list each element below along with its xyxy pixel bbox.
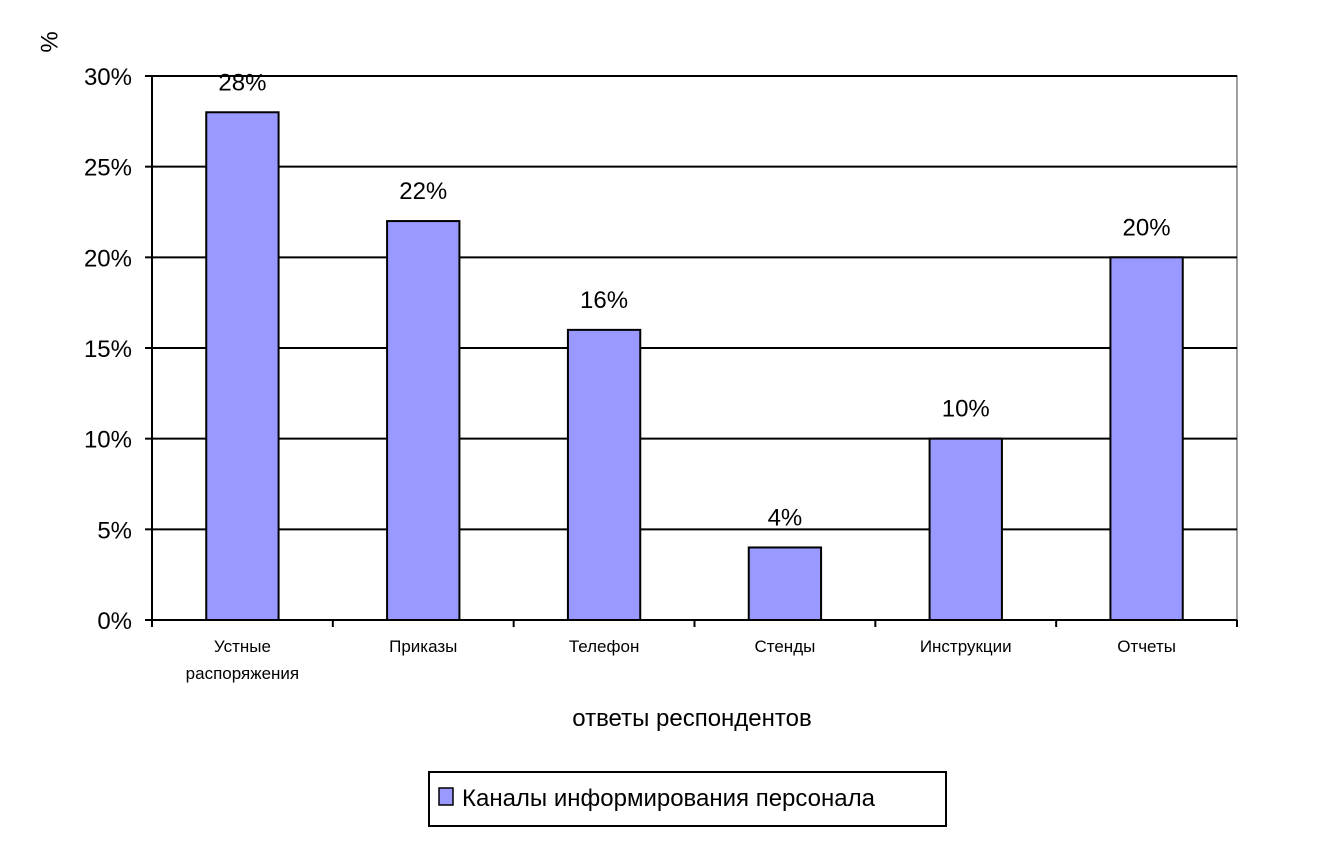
- y-tick-label: 5%: [97, 517, 132, 544]
- data-label: 28%: [218, 69, 266, 96]
- x-tick-label-line: Приказы: [389, 637, 457, 656]
- bar: [386, 220, 461, 621]
- axes: [145, 75, 1238, 627]
- legend-swatch: [438, 787, 454, 806]
- y-tick-label: 20%: [84, 245, 132, 272]
- x-tick-label: Приказы: [389, 637, 457, 656]
- x-tick-label-line: Отчеты: [1117, 637, 1176, 656]
- y-tick-labels: 0% 5% 10% 15% 20% 25% 30%: [84, 64, 132, 635]
- x-tick-label: Отчеты: [1117, 637, 1176, 656]
- y-axis-title: %: [36, 31, 63, 52]
- y-tick-label: 0%: [97, 608, 132, 635]
- x-tick-label-line: Стенды: [754, 637, 815, 656]
- legend-box: [428, 771, 947, 827]
- x-tick-label-line: Инструкции: [920, 637, 1012, 656]
- gridlines: [152, 75, 1237, 531]
- bar: [747, 546, 823, 622]
- y-tick-label: 30%: [84, 64, 132, 91]
- x-axis-title: ответы респондентов: [572, 705, 811, 732]
- x-tick-label: Телефон: [569, 637, 640, 656]
- bar: [205, 111, 280, 622]
- data-label: 20%: [1123, 214, 1171, 241]
- bar: [566, 328, 642, 621]
- bar: [928, 437, 1003, 621]
- x-tick-label: Стенды: [754, 637, 815, 656]
- legend: Каналы информирования персонала: [428, 771, 947, 827]
- y-tick-label: 25%: [84, 155, 132, 182]
- x-tick-label-line: Устные: [214, 637, 271, 656]
- x-tick-label: Инструкции: [920, 637, 1012, 656]
- x-category-labels: Устные распоряжения Приказы Телефон Стенды Ин…: [186, 637, 1176, 683]
- data-label: 10%: [942, 396, 990, 423]
- data-label: 22%: [399, 178, 447, 205]
- bars: [205, 111, 1184, 622]
- bar: [1109, 256, 1184, 621]
- x-tick-label-line: распоряжения: [186, 664, 299, 683]
- x-tick-label-line: Телефон: [569, 637, 640, 656]
- data-labels: 28% 22% 16% 4% 10% 20%: [218, 69, 1170, 531]
- data-label: 4%: [768, 504, 803, 531]
- legend-label: Каналы информирования персонала: [462, 785, 876, 812]
- data-label: 16%: [580, 287, 628, 314]
- y-tick-label: 15%: [84, 336, 132, 363]
- x-tick-label: Устные распоряжения: [186, 637, 299, 683]
- y-tick-label: 10%: [84, 427, 132, 454]
